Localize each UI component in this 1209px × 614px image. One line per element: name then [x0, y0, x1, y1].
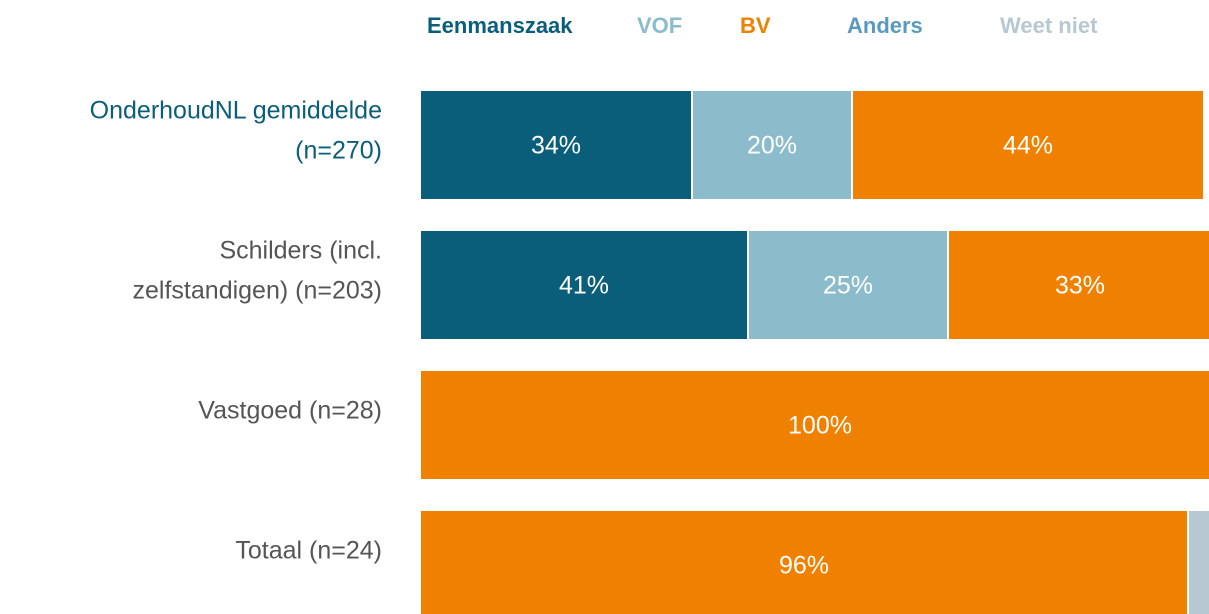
bar-segment [1187, 509, 1209, 614]
data-label: 96% [779, 552, 829, 580]
bar-segment [419, 89, 693, 201]
legend-entry: Anders [847, 13, 923, 38]
bar-segment [419, 229, 749, 341]
bar-segment [947, 229, 1209, 341]
data-label: 41% [559, 272, 609, 300]
category-label: Vastgoed (n=28) [198, 397, 382, 425]
data-label: 100% [788, 412, 852, 440]
bar-segment [851, 89, 1205, 201]
category-label: OnderhoudNL gemiddelde [90, 97, 382, 125]
bar-segment [419, 509, 1189, 614]
category-label: Totaal (n=24) [235, 537, 382, 565]
legend-entry: Eenmanszaak [427, 13, 573, 38]
bar-segment [747, 229, 949, 341]
legend-entry: Weet niet [1000, 13, 1098, 38]
category-label: (n=270) [295, 137, 382, 165]
bar-segment [419, 369, 1209, 481]
category-label: Schilders (incl. [219, 237, 382, 265]
legend-entry: VOF [637, 13, 682, 38]
legend-entry: BV [740, 13, 771, 38]
data-label: 34% [531, 132, 581, 160]
data-label: 25% [823, 272, 873, 300]
data-label: 20% [747, 132, 797, 160]
bar-segment [691, 89, 853, 201]
data-label: 44% [1003, 132, 1053, 160]
data-label: 33% [1055, 272, 1105, 300]
category-label: zelfstandigen) (n=203) [133, 277, 382, 305]
